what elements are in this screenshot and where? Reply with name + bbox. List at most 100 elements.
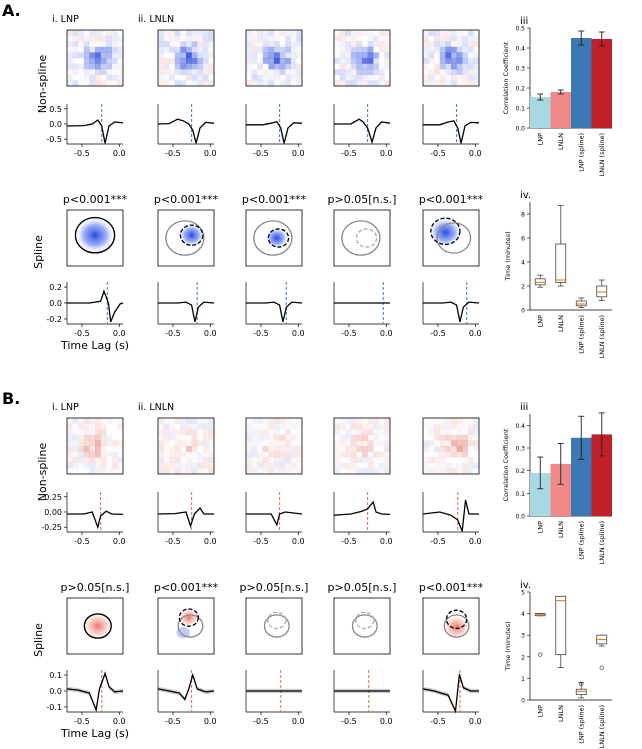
heatmap-pixel [274,434,280,441]
rf-contour [351,614,378,638]
x-tick-label: -0.5 [165,537,181,546]
heatmap-pixel [451,74,457,81]
heatmap-pixel [423,468,429,475]
heatmap-pixel [246,429,252,435]
heatmap-pixel [197,46,203,53]
heatmap-frame [422,209,480,267]
heatmap-pixel [334,457,340,463]
heatmap-pixel [356,446,363,452]
heatmap-pixel [367,74,374,81]
heatmap-pixel [72,440,79,447]
trace-nonspline-1: -0.5 0.0 0.25 0.00 -0.25 [41,492,126,546]
heatmap-pixel [345,74,351,81]
heatmap-pixel [434,418,440,424]
heatmap-pixel [456,41,463,47]
heatmap-pixel [202,69,209,75]
box [555,595,567,656]
heatmap-pixel [439,468,446,475]
heatmap-pixel [467,440,474,447]
heatmap-pixel [451,69,457,75]
heatmap-pixel [456,434,463,441]
heatmap-pixel [251,69,258,75]
heatmap-pixel [246,58,252,64]
heatmap-pixel [180,418,187,424]
heatmap-pixel [257,69,263,75]
heatmap-pixel [279,462,286,469]
heatmap-pixel [291,429,297,435]
heatmap-pixel [384,58,391,64]
heatmap-pixel [112,446,118,452]
heatmap-pixel [111,451,118,458]
heatmap-pixel [158,440,164,447]
heatmap-pixel [291,440,297,446]
trace-nonspline-3: -0.5 0.0 [245,104,305,158]
heatmap-pixel [423,446,429,452]
heatmap-pixel [191,418,198,424]
rf-blob [265,227,288,249]
x-tick-label: -0.5 [253,717,269,726]
heatmap-pixel [467,35,474,42]
heatmap-pixel [180,46,187,53]
trace-line [158,301,215,323]
heatmap-pixel [180,435,186,441]
heatmap-pixel [434,423,440,430]
heatmap-pixel [274,69,280,75]
heatmap-pixel [350,69,357,75]
heatmap-pixel [202,440,209,447]
rf-spline-map-5 [422,209,480,267]
heatmap-pixel [473,41,480,47]
heatmap-pixel [468,52,474,58]
heatmap-pixel [191,63,198,70]
x-tick-label: 0.0 [292,537,305,546]
x-tick-label: -0.5 [165,717,181,726]
heatmap-pixel [268,418,275,424]
heatmap-bg [334,210,390,266]
heatmap-pixel [175,424,181,430]
heatmap-bg [67,418,123,474]
rf-spline-map-3 [245,209,303,267]
heatmap-pixel [468,446,474,452]
heatmap-pixel [67,418,73,424]
heatmap-pixel [367,446,374,452]
y-tick-label: -0.2 [46,315,62,324]
heatmap-pixel [169,457,175,463]
heatmap-pixel [186,74,192,81]
heatmap-pixel [350,423,357,430]
heatmap-pixel [350,429,357,435]
heatmap-pixel [296,440,302,446]
heatmap-pixel [339,440,346,447]
heatmap-pixel [111,63,118,70]
time-box-chart-b: iv. 0 1 2 3 4 5 Time (minutes) LNP LNLN LNP (splin… [504,580,612,748]
heatmap-pixel [163,46,170,53]
heatmap-pixel [423,440,429,447]
heatmap-pixel [186,462,192,469]
heatmap-pixel [257,457,263,463]
subpanel-label: iii [520,402,528,413]
correlation-bar-chart-b: iii 0.0 0.1 0.2 0.3 0.4 Correlation Coefficien… [502,402,612,564]
heatmap-pixel [285,41,291,47]
outlier [579,681,584,686]
heatmap-pixel [67,457,73,463]
trace-line [423,120,480,144]
row-label-nonspline: Non-spline [36,55,49,114]
heatmap-pixel [251,429,258,435]
heatmap-pixel [445,434,452,441]
heatmap-pixel [191,74,198,81]
heatmap-pixel [362,434,368,441]
heatmap-pixel [467,41,474,47]
heatmap-pixel [434,451,440,458]
heatmap-pixel [89,74,96,81]
heatmap-pixel [106,434,112,441]
bar [571,38,592,128]
heatmap-pixel [95,440,101,447]
heatmap-pixel [67,434,73,441]
heatmap-pixel [362,451,368,458]
heatmap-pixel [89,69,95,75]
heatmap-pixel [350,440,357,447]
heatmap-pixel [83,41,90,47]
heatmap-pixel [274,462,280,469]
heatmap-pixel [434,468,440,475]
heatmap-pixel [451,462,457,469]
heatmap-pixel [274,80,280,86]
heatmap-pixel [428,58,435,64]
